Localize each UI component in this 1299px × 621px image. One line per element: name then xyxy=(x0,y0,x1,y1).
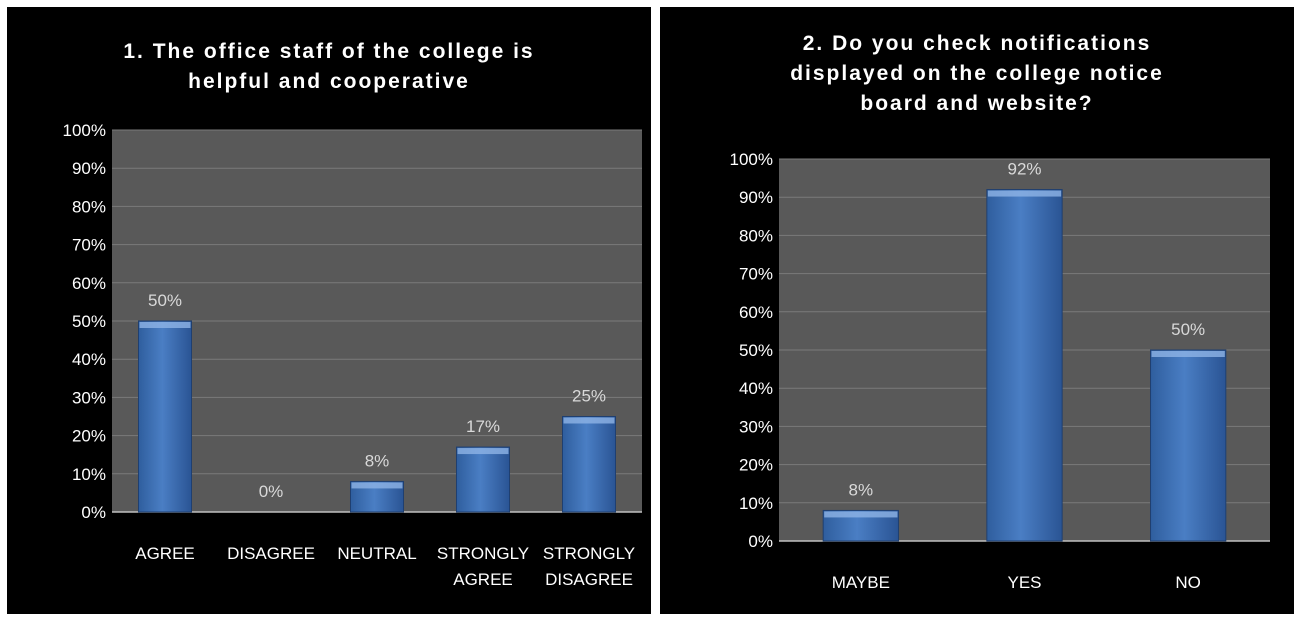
bar xyxy=(456,446,510,513)
x-tick-label: YES xyxy=(1007,573,1041,592)
y-tick-label: 50% xyxy=(72,312,106,331)
bar-highlight xyxy=(351,482,403,489)
x-tick-label: STRONGLY AGREE xyxy=(437,544,529,589)
data-label: 0% xyxy=(259,482,284,501)
data-label: 17% xyxy=(466,417,500,436)
bar xyxy=(1150,349,1227,542)
data-label: 8% xyxy=(849,480,874,499)
y-tick-label: 70% xyxy=(72,236,106,255)
y-tick-label: 10% xyxy=(72,465,106,484)
data-label: 92% xyxy=(1007,160,1041,179)
x-tick-label: NO xyxy=(1175,573,1201,592)
bar xyxy=(986,189,1063,542)
x-tick-label: STRONGLY DISAGREE xyxy=(543,544,635,589)
y-tick-label: 70% xyxy=(739,265,773,284)
y-tick-label: 30% xyxy=(72,388,106,407)
bar xyxy=(138,320,192,513)
x-tick-label: AGREE xyxy=(135,544,195,563)
chart-title: 2. Do you check notifications displayed … xyxy=(790,32,1164,115)
bar-chart-1: 0% 10% 20% 30% 40% 50% 60% 70% 80% 90% 100% 50% AGRE… xyxy=(63,121,642,589)
y-tick-label: 40% xyxy=(72,350,106,369)
data-label: 25% xyxy=(572,387,606,406)
y-tick-label: 10% xyxy=(739,494,773,513)
y-tick-label: 0% xyxy=(81,503,106,522)
y-tick-label: 90% xyxy=(739,188,773,207)
y-tick-label: 60% xyxy=(72,274,106,293)
chart-panel-2: 2. Do you check notifications displayed … xyxy=(660,7,1294,614)
chart-title: 1. The office staff of the college is he… xyxy=(123,40,535,93)
y-tick-label: 0% xyxy=(748,532,773,551)
x-tick-label: DISAGREE xyxy=(227,544,315,563)
data-label: 8% xyxy=(365,451,390,470)
y-tick-label: 30% xyxy=(739,417,773,436)
bar-highlight xyxy=(139,322,191,328)
data-label: 50% xyxy=(148,291,182,310)
y-tick-label: 100% xyxy=(730,150,773,169)
data-label: 50% xyxy=(1171,320,1205,339)
y-tick-label: 60% xyxy=(739,303,773,322)
x-tick-label: MAYBE xyxy=(832,573,890,592)
y-tick-label: 100% xyxy=(63,121,106,140)
y-tick-label: 80% xyxy=(739,226,773,245)
bar-highlight xyxy=(457,448,509,455)
y-tick-label: 20% xyxy=(739,456,773,475)
x-tick-label: NEUTRAL xyxy=(337,544,416,563)
chart-panel-1: 1. The office staff of the college is he… xyxy=(7,7,651,614)
y-tick-label: 50% xyxy=(739,341,773,360)
y-tick-label: 20% xyxy=(72,427,106,446)
bar-chart-2: 0% 10% 20% 30% 40% 50% 60% 70% 80% 90% 100% 8% MAYBE… xyxy=(730,150,1270,592)
y-tick-label: 80% xyxy=(72,197,106,216)
bar xyxy=(562,416,616,513)
y-tick-label: 90% xyxy=(72,159,106,178)
bar-highlight xyxy=(824,511,898,518)
y-tick-label: 40% xyxy=(739,379,773,398)
bar-highlight xyxy=(987,190,1062,197)
bar-highlight xyxy=(563,417,615,424)
bar-highlight xyxy=(1151,351,1225,357)
